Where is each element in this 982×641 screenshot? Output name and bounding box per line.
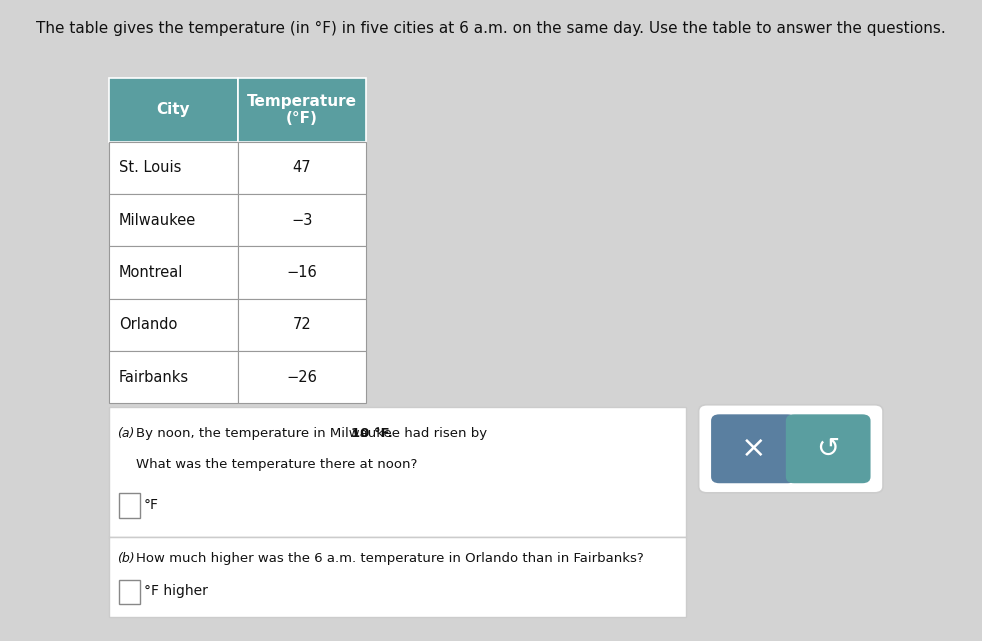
FancyBboxPatch shape xyxy=(109,299,238,351)
Text: 72: 72 xyxy=(293,317,311,333)
FancyBboxPatch shape xyxy=(238,299,366,351)
Text: 47: 47 xyxy=(293,160,311,176)
FancyBboxPatch shape xyxy=(119,494,139,518)
Text: Orlando: Orlando xyxy=(119,317,178,333)
FancyBboxPatch shape xyxy=(238,194,366,247)
FancyBboxPatch shape xyxy=(786,414,871,483)
FancyBboxPatch shape xyxy=(238,351,366,403)
FancyBboxPatch shape xyxy=(109,142,238,194)
Text: ↺: ↺ xyxy=(817,435,840,463)
FancyBboxPatch shape xyxy=(119,579,139,604)
Text: What was the temperature there at noon?: What was the temperature there at noon? xyxy=(136,458,417,470)
Text: °F higher: °F higher xyxy=(143,584,208,598)
Text: −3: −3 xyxy=(292,213,312,228)
Text: How much higher was the 6 a.m. temperature in Orlando than in Fairbanks?: How much higher was the 6 a.m. temperatu… xyxy=(136,552,644,565)
Text: Temperature
(°F): Temperature (°F) xyxy=(247,94,357,126)
Text: (b): (b) xyxy=(117,552,135,565)
Text: By noon, the temperature in Milwaukee had risen by: By noon, the temperature in Milwaukee ha… xyxy=(136,427,492,440)
FancyBboxPatch shape xyxy=(698,404,883,493)
Text: (a): (a) xyxy=(117,427,135,440)
Text: −26: −26 xyxy=(287,370,317,385)
FancyBboxPatch shape xyxy=(109,78,238,142)
FancyBboxPatch shape xyxy=(238,142,366,194)
FancyBboxPatch shape xyxy=(109,538,686,617)
Text: ×: × xyxy=(740,435,766,463)
FancyBboxPatch shape xyxy=(238,247,366,299)
Text: −16: −16 xyxy=(287,265,317,280)
FancyBboxPatch shape xyxy=(238,78,366,142)
Text: Montreal: Montreal xyxy=(119,265,184,280)
FancyBboxPatch shape xyxy=(711,414,795,483)
FancyBboxPatch shape xyxy=(109,194,238,247)
Text: St. Louis: St. Louis xyxy=(119,160,182,176)
Text: Fairbanks: Fairbanks xyxy=(119,370,190,385)
FancyBboxPatch shape xyxy=(109,247,238,299)
Text: 10 °F.: 10 °F. xyxy=(351,427,393,440)
FancyBboxPatch shape xyxy=(109,406,686,538)
Text: °F: °F xyxy=(143,498,159,512)
Text: Milwaukee: Milwaukee xyxy=(119,213,196,228)
FancyBboxPatch shape xyxy=(109,351,238,403)
Text: The table gives the temperature (in °F) in five cities at 6 a.m. on the same day: The table gives the temperature (in °F) … xyxy=(36,21,946,35)
Text: City: City xyxy=(156,103,191,117)
